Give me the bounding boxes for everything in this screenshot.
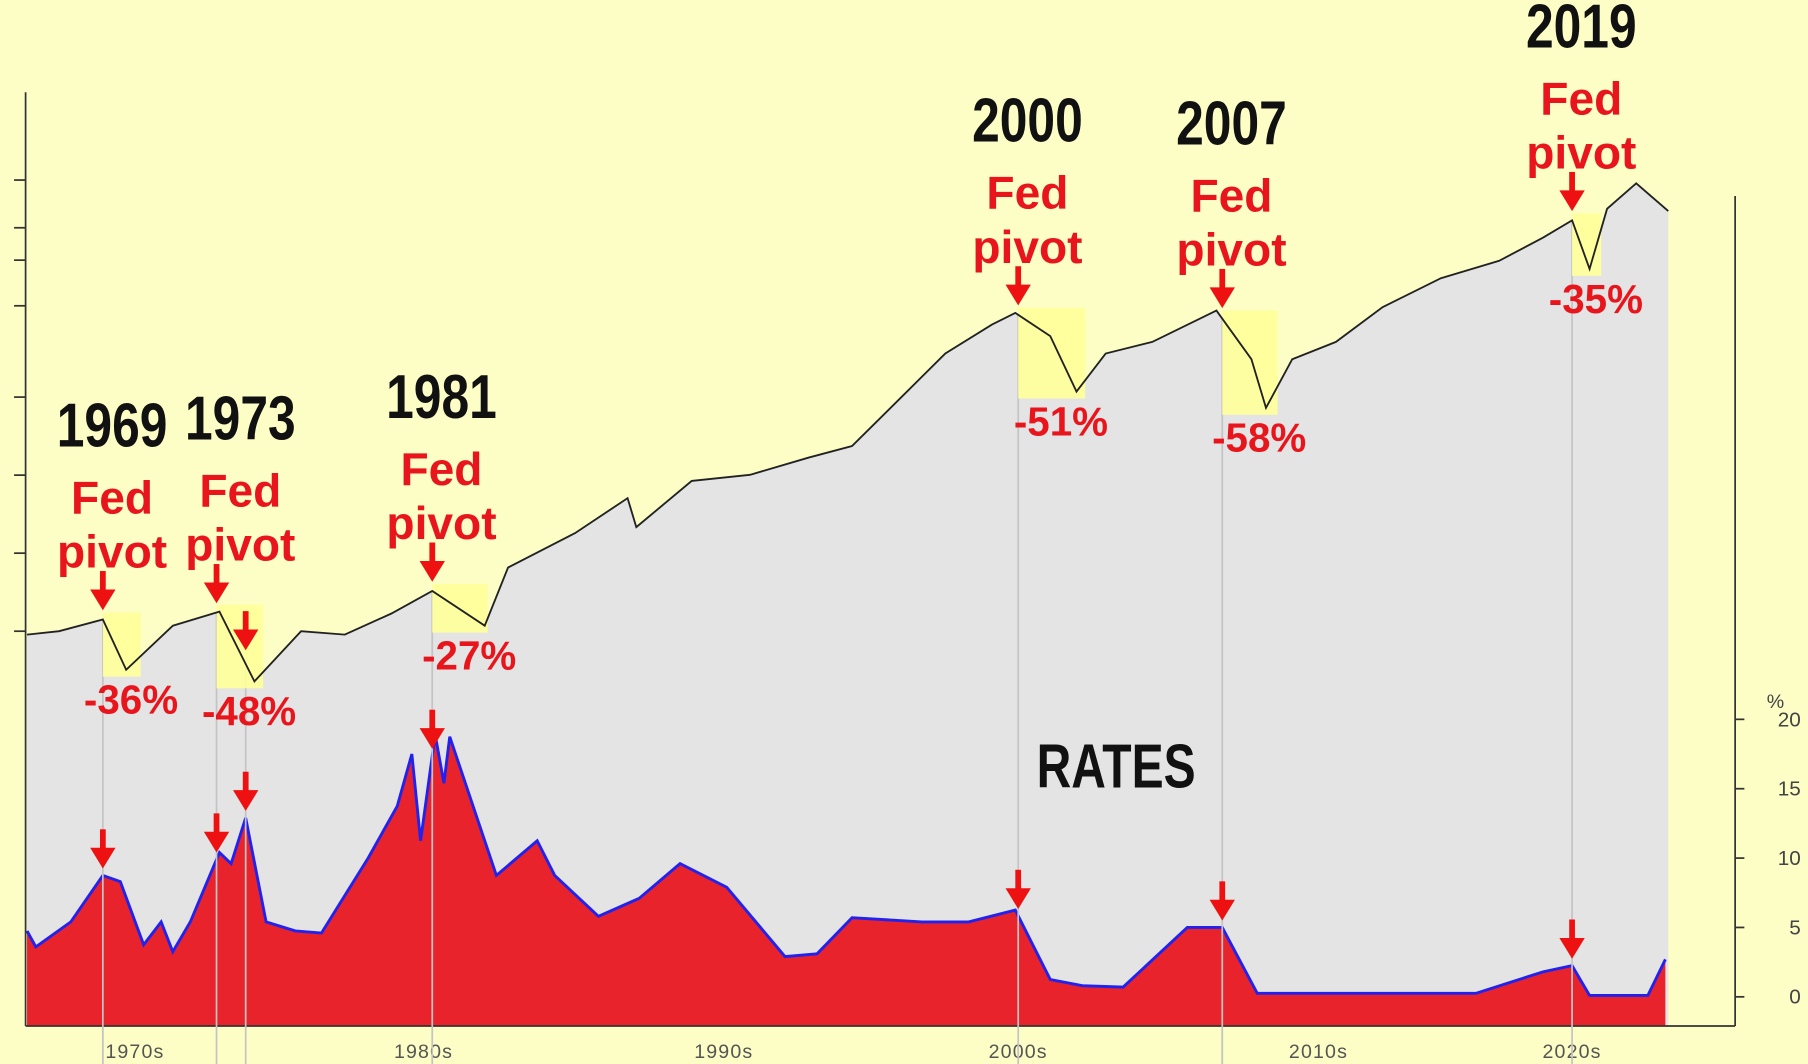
arrow-stem xyxy=(99,829,106,851)
arrow-head xyxy=(1559,937,1585,959)
arrow-head xyxy=(203,831,230,853)
arrow-stem xyxy=(1219,881,1226,903)
y2-tick-label: 15 xyxy=(1778,778,1801,801)
arrow-head xyxy=(233,629,259,651)
pivot-label: Fed pivot xyxy=(185,464,295,570)
rates-line xyxy=(25,734,1667,997)
pivot-label: Fed pivot xyxy=(1526,72,1636,178)
bear-market-box xyxy=(216,604,264,689)
arrow-head xyxy=(203,582,230,604)
x-tick-label: 1990s xyxy=(694,1041,753,1063)
x-tick-label: 1970s xyxy=(105,1041,164,1063)
arrow-head xyxy=(419,728,445,749)
arrow-head xyxy=(419,560,445,582)
drawdown-label: -51% xyxy=(1014,398,1108,444)
arrow-head xyxy=(233,790,259,811)
arrow-head xyxy=(1005,888,1031,909)
rates-area xyxy=(27,734,1666,1026)
arrow-stem xyxy=(1015,869,1022,891)
arrow-stem xyxy=(429,542,436,564)
pivot-year: 2000 xyxy=(972,87,1083,156)
pivot-year: 1969 xyxy=(57,392,168,461)
y2-tick-label: 0 xyxy=(1789,986,1801,1009)
drawdown-label: -36% xyxy=(84,677,178,723)
arrow-stem xyxy=(1569,171,1575,193)
pivot-year: 1973 xyxy=(185,385,296,454)
bear-market-box xyxy=(102,612,141,677)
pivot-label: Fed pivot xyxy=(386,443,496,549)
y2-tick-label: 5 xyxy=(1789,916,1801,939)
pivot-year: 1981 xyxy=(386,363,497,432)
arrow-stem xyxy=(99,571,106,592)
arrow-head xyxy=(1005,284,1031,306)
drawdown-label: -35% xyxy=(1549,276,1643,322)
pivot-year: 2019 xyxy=(1526,0,1637,61)
pivot-year: 2007 xyxy=(1176,89,1287,158)
pivot-label: Fed pivot xyxy=(972,167,1082,273)
arrow-stem xyxy=(429,709,436,731)
arrow-stem xyxy=(242,611,249,632)
arrow-stem xyxy=(1569,919,1575,941)
arrow-head xyxy=(1559,190,1585,212)
rates-label: RATES xyxy=(1037,732,1196,801)
pivot-label: Fed pivot xyxy=(1176,169,1286,275)
arrow-stem xyxy=(213,813,220,835)
index-line xyxy=(26,182,1669,684)
arrow-head xyxy=(90,847,116,869)
bear-market-box xyxy=(1222,310,1278,415)
drawdown-label: -27% xyxy=(422,633,516,679)
arrow-stem xyxy=(242,771,249,793)
drawdown-label: -58% xyxy=(1212,415,1306,461)
drawdown-label: -48% xyxy=(202,688,296,734)
pivot-label: Fed pivot xyxy=(57,471,167,577)
arrow-head xyxy=(1209,899,1235,921)
x-tick-label: 2010s xyxy=(1289,1041,1348,1063)
arrow-stem xyxy=(1219,268,1226,290)
y2-tick-label: 20 xyxy=(1778,708,1801,731)
x-tick-label: 1980s xyxy=(394,1041,453,1063)
y2-unit: % xyxy=(1767,691,1784,713)
arrow-head xyxy=(90,589,116,611)
arrow-head xyxy=(1209,287,1235,309)
arrow-stem xyxy=(1015,266,1022,287)
y2-tick-label: 10 xyxy=(1778,847,1801,870)
arrow-stem xyxy=(213,564,220,585)
